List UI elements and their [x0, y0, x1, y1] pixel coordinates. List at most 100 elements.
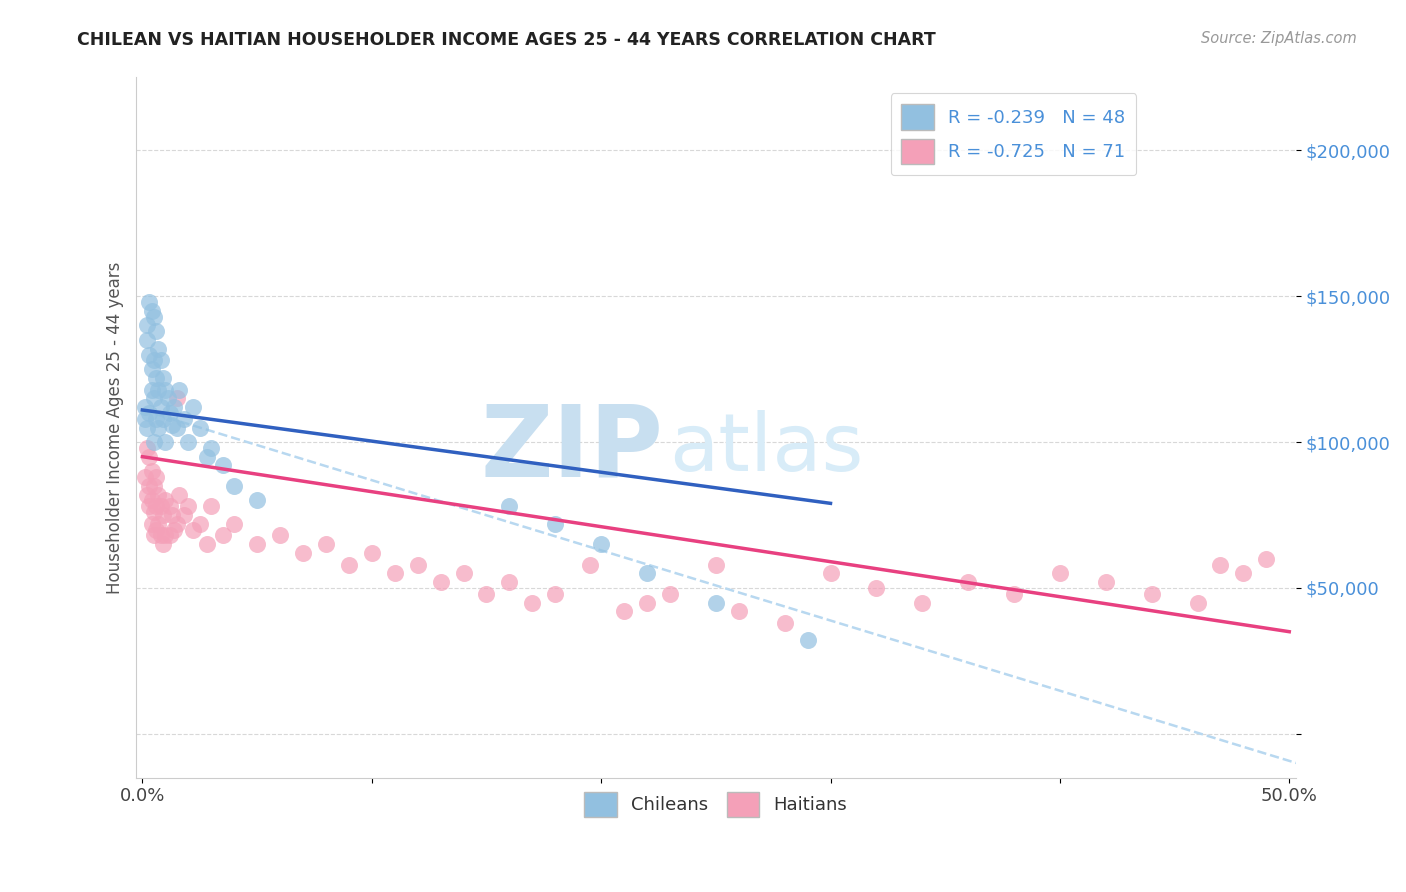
Point	[453, 566, 475, 581]
Point	[173, 508, 195, 522]
Point	[200, 441, 222, 455]
Point	[269, 528, 291, 542]
Point	[475, 587, 498, 601]
Point	[188, 420, 211, 434]
Point	[136, 487, 159, 501]
Point	[148, 342, 170, 356]
Point	[1232, 566, 1254, 581]
Point	[1049, 566, 1071, 581]
Point	[142, 392, 165, 406]
Point	[163, 400, 186, 414]
Point	[1256, 551, 1278, 566]
Point	[138, 450, 160, 464]
Point	[911, 595, 934, 609]
Point	[138, 406, 160, 420]
Point	[138, 479, 160, 493]
Text: CHILEAN VS HAITIAN HOUSEHOLDER INCOME AGES 25 - 44 YEARS CORRELATION CHART: CHILEAN VS HAITIAN HOUSEHOLDER INCOME AG…	[77, 31, 936, 49]
Point	[134, 400, 156, 414]
Point	[148, 487, 170, 501]
Point	[181, 400, 204, 414]
Point	[166, 392, 188, 406]
Point	[429, 575, 451, 590]
Point	[360, 546, 382, 560]
Point	[1094, 575, 1116, 590]
Y-axis label: Householder Income Ages 25 - 44 years: Householder Income Ages 25 - 44 years	[107, 261, 124, 594]
Point	[141, 493, 163, 508]
Point	[224, 479, 246, 493]
Point	[384, 566, 406, 581]
Point	[1209, 558, 1232, 572]
Point	[152, 411, 174, 425]
Point	[211, 528, 233, 542]
Point	[159, 500, 181, 514]
Point	[173, 411, 195, 425]
Point	[578, 558, 600, 572]
Point	[159, 528, 181, 542]
Point	[141, 516, 163, 531]
Point	[773, 615, 796, 630]
Point	[211, 458, 233, 473]
Text: Source: ZipAtlas.com: Source: ZipAtlas.com	[1201, 31, 1357, 46]
Point	[138, 295, 160, 310]
Point	[160, 508, 183, 522]
Point	[142, 505, 165, 519]
Point	[136, 333, 159, 347]
Point	[141, 362, 163, 376]
Point	[167, 487, 190, 501]
Point	[406, 558, 429, 572]
Point	[156, 392, 179, 406]
Point	[142, 353, 165, 368]
Point	[145, 470, 167, 484]
Point	[166, 420, 188, 434]
Point	[136, 441, 159, 455]
Point	[498, 575, 520, 590]
Point	[138, 348, 160, 362]
Point	[149, 500, 172, 514]
Point	[152, 508, 174, 522]
Point	[155, 528, 177, 542]
Point	[145, 500, 167, 514]
Point	[865, 581, 887, 595]
Point	[957, 575, 980, 590]
Point	[181, 523, 204, 537]
Point	[145, 523, 167, 537]
Point	[155, 383, 177, 397]
Point	[796, 633, 818, 648]
Point	[820, 566, 842, 581]
Point	[142, 435, 165, 450]
Point	[155, 435, 177, 450]
Point	[160, 417, 183, 432]
Point	[159, 406, 181, 420]
Point	[177, 435, 200, 450]
Point	[1187, 595, 1209, 609]
Point	[246, 537, 269, 551]
Point	[636, 566, 658, 581]
Legend: Chileans, Haitians: Chileans, Haitians	[578, 785, 855, 824]
Point	[149, 528, 172, 542]
Point	[145, 371, 167, 385]
Point	[142, 310, 165, 324]
Point	[148, 383, 170, 397]
Text: ZIP: ZIP	[481, 400, 664, 497]
Point	[149, 353, 172, 368]
Point	[134, 470, 156, 484]
Point	[145, 324, 167, 338]
Point	[155, 493, 177, 508]
Point	[188, 516, 211, 531]
Point	[167, 383, 190, 397]
Point	[134, 411, 156, 425]
Point	[337, 558, 360, 572]
Point	[136, 420, 159, 434]
Point	[163, 523, 186, 537]
Point	[522, 595, 544, 609]
Point	[291, 546, 314, 560]
Point	[704, 595, 727, 609]
Point	[315, 537, 337, 551]
Point	[246, 493, 269, 508]
Point	[1140, 587, 1163, 601]
Point	[145, 411, 167, 425]
Point	[142, 479, 165, 493]
Point	[152, 537, 174, 551]
Point	[591, 537, 613, 551]
Point	[141, 303, 163, 318]
